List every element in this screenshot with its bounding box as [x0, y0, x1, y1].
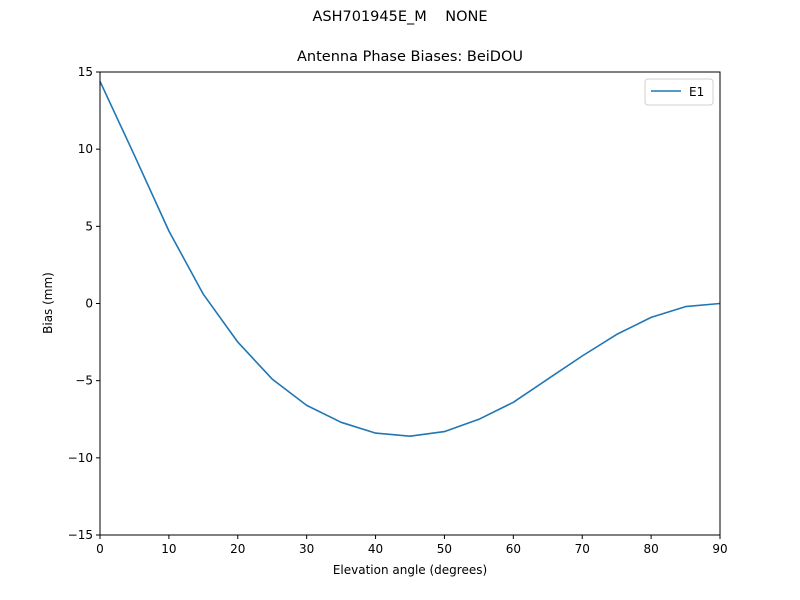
x-tick-label: 70	[575, 542, 590, 556]
x-tick-label: 50	[437, 542, 452, 556]
series-line-e1	[99, 80, 721, 438]
chart-title: Antenna Phase Biases: BeiDOU	[297, 49, 523, 65]
y-tick-label: 0	[85, 297, 93, 311]
x-tick-label: 30	[299, 542, 314, 556]
x-tick-label: 10	[161, 542, 176, 556]
y-tick-label: −5	[75, 374, 93, 388]
x-tick-label: 80	[643, 542, 658, 556]
x-tick-label: 0	[96, 542, 104, 556]
legend-box	[644, 78, 714, 106]
legend: E1	[644, 78, 714, 106]
figure-suptitle: ASH701945E_M NONE	[312, 9, 488, 25]
legend-label-e1: E1	[689, 85, 704, 99]
y-tick-label: 15	[78, 65, 93, 79]
y-tick-label: 10	[78, 142, 93, 156]
x-tick-label: 60	[506, 542, 521, 556]
x-axis-label: Elevation angle (degrees)	[333, 563, 487, 577]
y-axis-label: Bias (mm)	[41, 272, 55, 334]
axis-ticks: 0 10 20 30 40 50 60 70 80 90 −15 −10 −5 0 5 10 15	[68, 65, 728, 556]
plot-frame	[99, 71, 721, 536]
x-tick-label: 40	[368, 542, 383, 556]
y-tick-label: 5	[85, 219, 93, 233]
x-tick-label: 90	[712, 542, 727, 556]
y-tick-label: −15	[68, 528, 93, 542]
y-tick-label: −10	[68, 451, 93, 465]
x-tick-label: 20	[230, 542, 245, 556]
